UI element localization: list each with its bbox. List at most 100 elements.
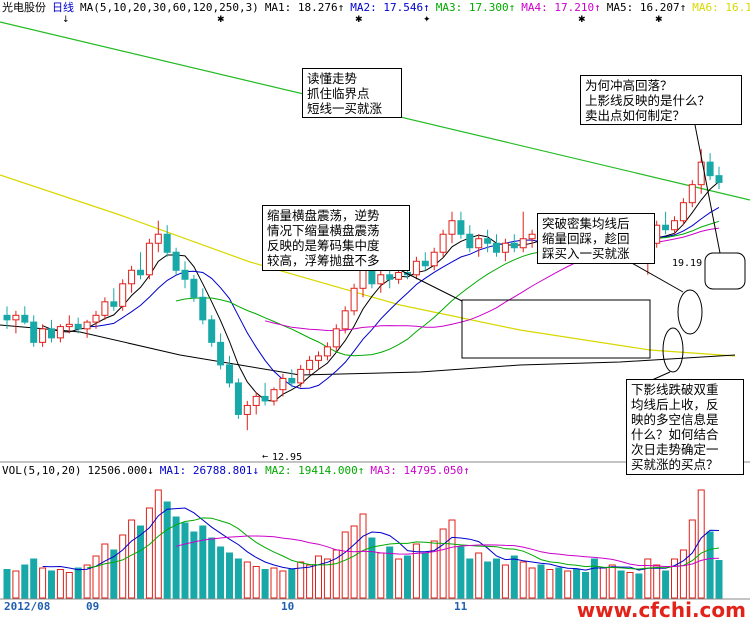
candle-body [493, 242, 500, 253]
candle-body [679, 202, 687, 222]
volume-bar [457, 546, 465, 599]
candle-body [190, 278, 198, 298]
candle-body [377, 274, 385, 285]
candle-body [92, 314, 100, 323]
volume-bar [119, 534, 127, 599]
candle-body [243, 404, 251, 415]
candle-body [359, 269, 367, 289]
header-marker: ✦ [423, 15, 431, 25]
volume-bar [341, 531, 349, 599]
stock-name: 光电股份 [2, 1, 46, 14]
volume-bar [590, 558, 598, 599]
watermark-logo: www.cfchi.com [576, 598, 746, 622]
candle-body [475, 238, 483, 249]
candle-body [484, 238, 492, 244]
candle-body [395, 272, 403, 280]
candle-body [519, 238, 527, 249]
volume-bar [74, 567, 82, 599]
volume-bar [306, 564, 314, 599]
volume-bar [368, 537, 376, 599]
candle-body [181, 269, 189, 280]
vol-value: 12506.000↓ [87, 464, 154, 477]
volume-bar [83, 564, 91, 599]
candle-body [315, 355, 322, 361]
volume-bar [430, 540, 438, 599]
candle-body [279, 377, 287, 391]
candle-body [688, 184, 696, 204]
volume-bar [715, 559, 723, 599]
ma1-value: MA1: 18.276↑ [264, 1, 345, 14]
x-label-09: 09 [86, 600, 100, 613]
candle-body [252, 395, 260, 406]
candle-body [154, 233, 162, 244]
volume-bar [270, 567, 278, 599]
annotation-breakout-buy: 突破密集均线后 缩量回踩，趁回 踩买入一买就涨 [537, 213, 655, 264]
candle-body [662, 224, 670, 231]
pointer-line [694, 124, 721, 254]
volume-bar [466, 558, 474, 599]
candle-body [439, 233, 447, 253]
volume-bar [297, 561, 305, 599]
candle-body [101, 301, 109, 316]
pointer-line [629, 261, 684, 293]
volume-bar [315, 555, 322, 599]
volume-bar [252, 566, 260, 599]
x-label-2012-08: 2012/08 [4, 600, 51, 613]
volume-bar [688, 519, 696, 599]
volume-bar [92, 555, 100, 599]
volume-bar [181, 522, 189, 599]
candle-body [457, 220, 465, 235]
candle-body [12, 314, 20, 321]
high-price-label: 19.19 [672, 258, 703, 269]
volume-bar [101, 543, 109, 599]
volume-bar [626, 572, 634, 599]
candle-body [30, 321, 38, 343]
candle-body [466, 233, 474, 249]
price-indicator-header: 光电股份 日线 MA(5,10,20,30,60,120,250,3) MA1:… [0, 0, 750, 16]
candle-body [65, 323, 73, 328]
period-label[interactable]: 日线 [52, 1, 74, 14]
volume-bar [386, 546, 394, 599]
annotation-lower-shadow: 下影线跌破双重 均线后上收，反 映的多空信息是 什么？如何结合 次日走势确定一 … [626, 379, 744, 475]
volume-bar [510, 555, 518, 599]
volume-bar [323, 558, 331, 599]
volume-bar [48, 570, 55, 599]
ma6-value: MA6: 16.193↑ [692, 1, 750, 14]
volume-bar [154, 489, 162, 599]
vol-ma3-value: MA3: 14795.050↑ [370, 464, 470, 477]
volume-bar [172, 516, 180, 599]
candle-body [528, 233, 536, 240]
volume-indicator-header: VOL(5,10,20) 12506.000↓ MA1: 26788.801↓ … [0, 463, 470, 479]
volume-bar [350, 525, 358, 599]
annotation-sideways-shrink: 缩量横盘震荡，逆势 情况下缩量横盘震荡 反映的是筹码集中度 较高，浮筹抛盘不多 [262, 205, 410, 271]
volume-bar [564, 570, 572, 599]
volume-bar [484, 561, 492, 599]
volume-bar [599, 567, 607, 599]
candle-body [110, 301, 118, 307]
volume-bar [582, 572, 589, 599]
volume-bar [546, 569, 554, 599]
volume-bar [395, 558, 403, 599]
vol-ma2-value: MA2: 19414.000↑ [265, 464, 365, 477]
vol-ma10-line [87, 517, 720, 570]
candle-body [332, 328, 340, 348]
volume-bar [217, 546, 225, 599]
candle-body [21, 314, 29, 323]
candle-body [3, 314, 11, 321]
volume-bar [528, 567, 536, 599]
volume-bar [573, 569, 581, 599]
header-marker: ✱ [217, 15, 225, 25]
vol-ma1-value: MA1: 26788.801↓ [159, 464, 260, 477]
volume-bar [448, 519, 456, 599]
volume-bar [555, 567, 563, 599]
candle-body [199, 296, 207, 321]
candle-body [270, 389, 278, 402]
candle-body [323, 346, 331, 357]
candle-body [368, 269, 376, 285]
vol-ma20-line [175, 535, 720, 567]
volume-bar [617, 570, 625, 599]
volume-bar [261, 569, 269, 599]
candle-body [350, 287, 358, 312]
annotation-why-pullback: 为何冲高回落？ 上影线反映的是什么？ 卖出点如何制定？ [580, 75, 742, 125]
